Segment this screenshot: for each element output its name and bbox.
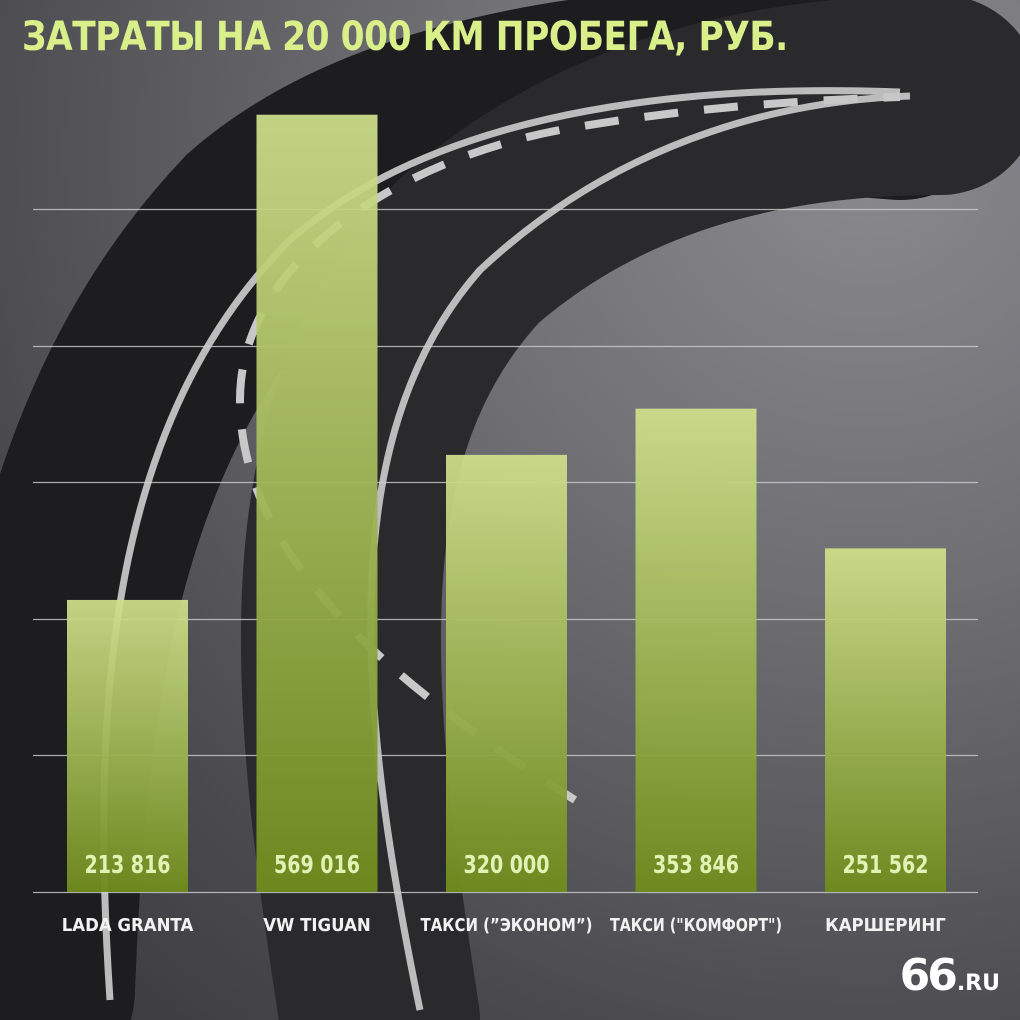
bar-3	[446, 454, 567, 892]
value-label: 353 846	[653, 850, 739, 879]
chart-title: ЗАТРАТЫ НА 20 000 КМ ПРОБЕГА, РУБ.	[22, 14, 788, 60]
category-label: VW TIGUAN	[263, 915, 371, 936]
bar-2	[256, 114, 378, 893]
logo-suffix: .RU	[956, 971, 1000, 996]
value-label: 213 816	[85, 850, 171, 879]
bar-5	[825, 548, 946, 892]
value-label: 320 000	[464, 850, 550, 879]
category-label: КАРШЕРИНГ	[825, 915, 946, 936]
bar-1	[67, 599, 188, 892]
bars	[67, 114, 946, 893]
category-label: ТАКСИ ("КОМФОРТ")	[610, 915, 782, 936]
labels: 213 816 LADA GRANTA 569 016 VW TIGUAN 320 00…	[62, 850, 946, 936]
bar-4	[635, 408, 757, 892]
logo-number: 66	[899, 950, 958, 1001]
category-label: LADA GRANTA	[62, 915, 194, 936]
value-label: 251 562	[843, 850, 929, 879]
category-label: ТАКСИ (”ЭКОНОМ”)	[421, 915, 593, 936]
value-label: 569 016	[274, 850, 360, 879]
brand-logo: 66 .RU	[900, 954, 1000, 998]
